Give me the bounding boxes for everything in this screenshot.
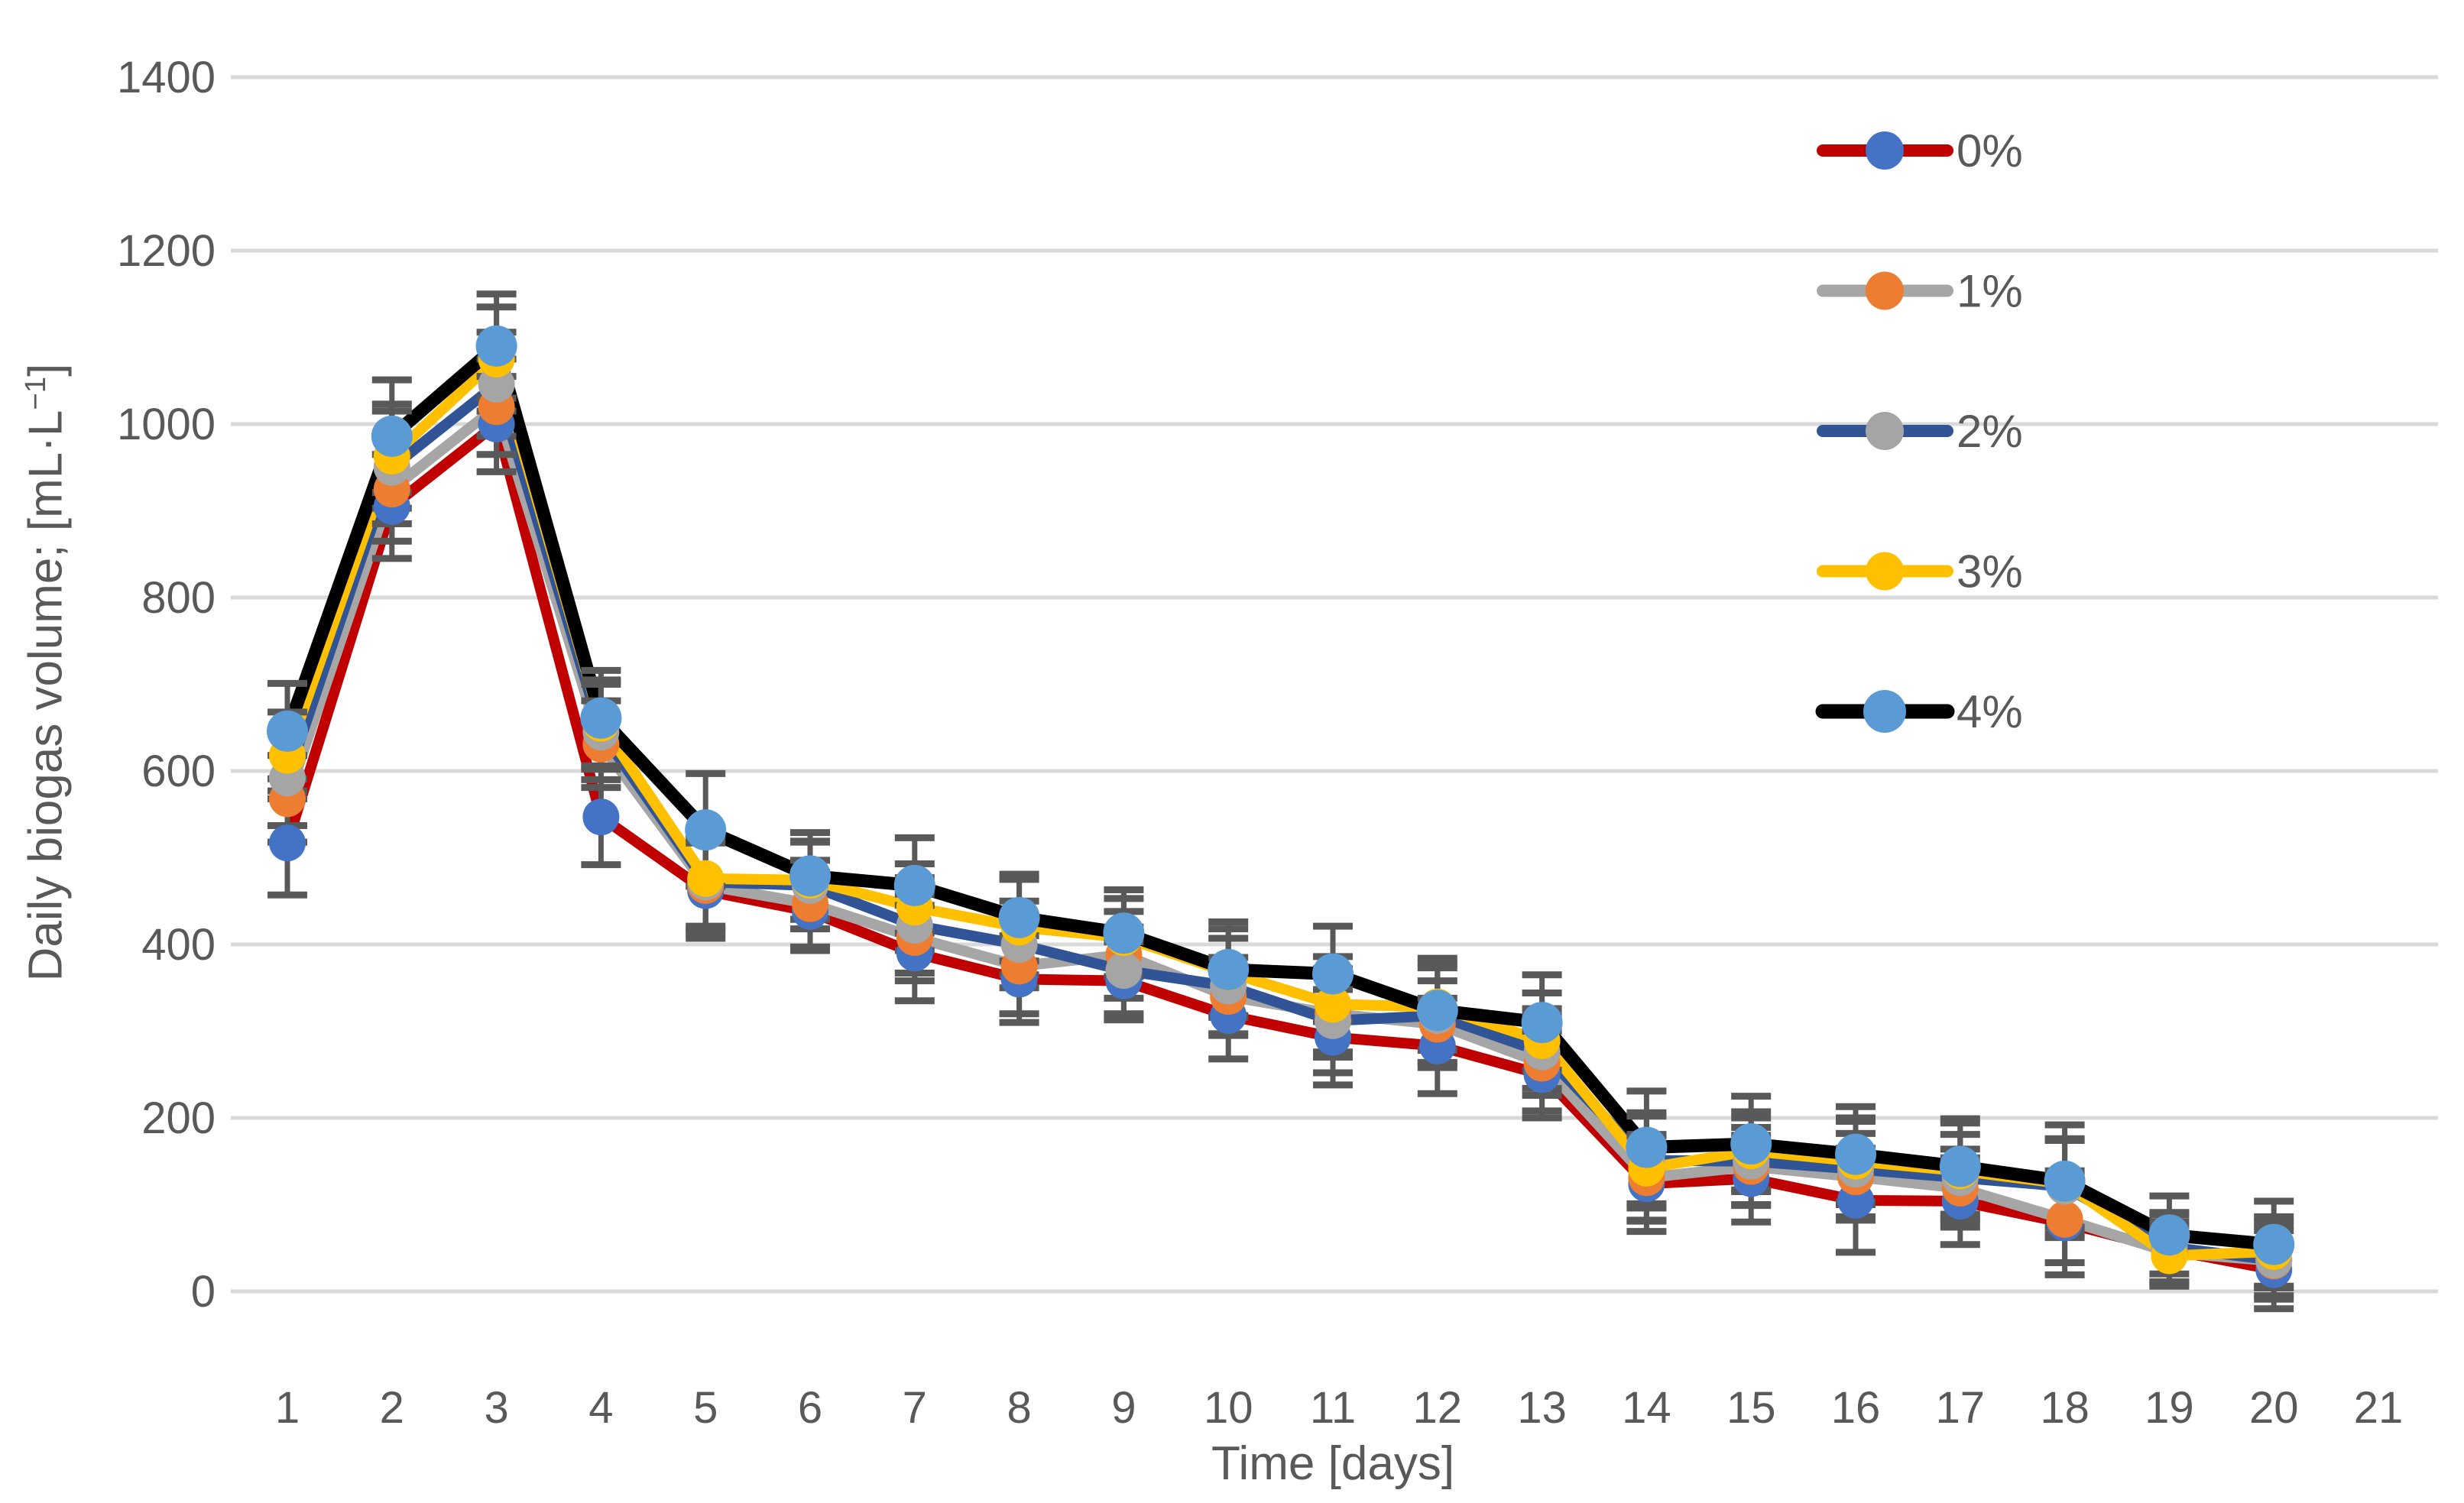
data-point-marker-4% [1521, 1002, 1563, 1044]
y-axis-title-superscript: −1 [18, 376, 52, 410]
data-point-marker-4% [2253, 1223, 2295, 1265]
y-tick-label: 1000 [117, 400, 216, 449]
data-point-marker-4% [267, 710, 308, 752]
legend-swatch-marker-0% [1866, 131, 1904, 170]
x-tick-label: 12 [1413, 1383, 1463, 1433]
y-tick-label: 800 [141, 573, 216, 623]
data-point-marker-4% [1835, 1133, 1876, 1175]
y-tick-label: 200 [141, 1093, 216, 1143]
legend-label-3%: 3% [1957, 546, 2023, 598]
x-tick-label: 1 [275, 1383, 300, 1433]
data-point-marker-4% [475, 325, 517, 367]
y-axis-title-text: Daily biogas volume; [mL·L [19, 410, 73, 982]
y-tick-label: 600 [141, 747, 216, 796]
legend-label-2%: 2% [1957, 406, 2023, 457]
legend-swatch-marker-2% [1866, 412, 1904, 450]
data-point-marker-4% [371, 415, 413, 457]
x-tick-label: 17 [1936, 1383, 1986, 1433]
x-tick-label: 11 [1310, 1383, 1356, 1433]
data-point-marker-2% [478, 365, 515, 403]
data-point-marker-4% [1103, 912, 1145, 954]
data-point-marker-4% [1626, 1126, 1668, 1168]
data-point-marker-0% [582, 798, 620, 836]
x-tick-label: 19 [2145, 1383, 2194, 1433]
data-point-marker-4% [685, 809, 727, 851]
x-tick-label: 18 [2040, 1383, 2090, 1433]
y-axis-title: Daily biogas volume; [mL·L−1] [19, 364, 73, 982]
legend-label-4%: 4% [1957, 686, 2023, 737]
x-tick-label: 7 [903, 1383, 927, 1433]
x-tick-label: 5 [693, 1383, 718, 1433]
data-point-marker-1% [2046, 1200, 2083, 1238]
x-tick-label: 13 [1517, 1383, 1567, 1433]
data-point-marker-4% [2148, 1214, 2190, 1256]
legend-swatch-marker-3% [1866, 552, 1904, 591]
y-tick-label: 1200 [117, 226, 216, 276]
data-point-marker-4% [1312, 953, 1354, 995]
data-point-marker-3% [687, 860, 725, 897]
data-point-marker-4% [1208, 948, 1250, 990]
data-point-marker-4% [2044, 1160, 2086, 1202]
data-point-marker-4% [1416, 990, 1458, 1032]
data-point-marker-0% [269, 824, 306, 862]
y-tick-label: 1400 [117, 53, 216, 102]
x-tick-label: 6 [798, 1383, 822, 1433]
x-tick-label: 4 [588, 1383, 613, 1433]
data-point-marker-2% [1105, 952, 1143, 990]
data-point-marker-4% [1730, 1123, 1772, 1165]
y-axis-title-bracket: ] [19, 363, 73, 377]
y-tick-label: 0 [191, 1267, 216, 1317]
x-tick-label: 8 [1007, 1383, 1031, 1433]
data-point-marker-4% [1939, 1145, 1981, 1187]
y-tick-label: 400 [141, 920, 216, 970]
x-tick-label: 21 [2354, 1383, 2404, 1433]
legend-label-0%: 0% [1957, 125, 2023, 177]
x-tick-label: 3 [484, 1383, 508, 1433]
legend-swatch-marker-1% [1866, 271, 1904, 310]
x-tick-label: 16 [1831, 1383, 1881, 1433]
x-tick-label: 14 [1622, 1383, 1671, 1433]
series-line-4% [280, 339, 2281, 1252]
x-tick-label: 10 [1204, 1383, 1253, 1433]
data-point-marker-3% [1315, 986, 1351, 1023]
data-point-marker-4% [998, 896, 1040, 938]
legend-label-1%: 1% [1957, 266, 2023, 317]
legend-swatch-marker-4% [1863, 690, 1906, 733]
data-point-marker-4% [789, 855, 831, 897]
x-tick-label: 9 [1111, 1383, 1136, 1433]
x-tick-label: 20 [2249, 1383, 2299, 1433]
x-axis-title: Time [days] [1211, 1437, 1455, 1490]
x-tick-label: 15 [1726, 1383, 1776, 1433]
x-tick-label: 2 [380, 1383, 404, 1433]
data-point-marker-4% [893, 864, 935, 906]
data-point-marker-4% [580, 697, 622, 739]
